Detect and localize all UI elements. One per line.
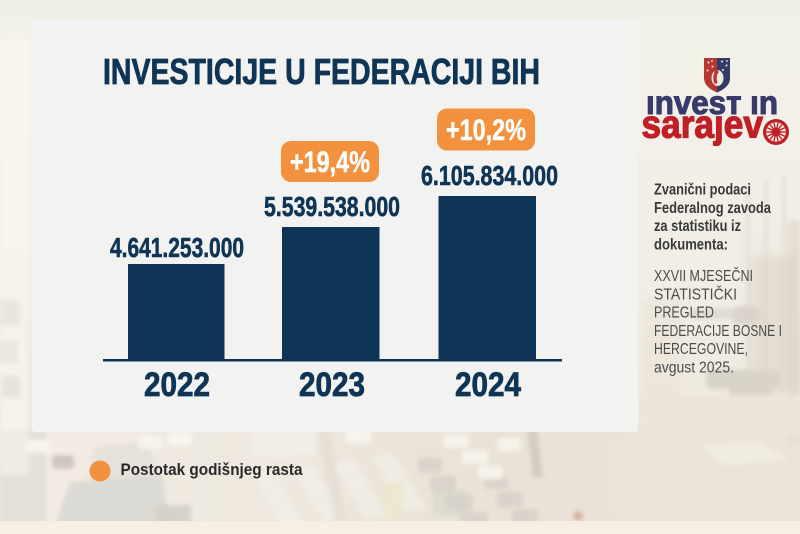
svg-text:INVESTICIJE U FEDERACIJI BIH: INVESTICIJE U FEDERACIJI BIH <box>103 51 540 92</box>
svg-text:XXVII MJESEČNI: XXVII MJESEČNI <box>654 268 753 285</box>
svg-text:avgust 2025.: avgust 2025. <box>654 360 734 377</box>
svg-text:Federalnog zavoda: Federalnog zavoda <box>654 200 771 217</box>
svg-text:ınvesт ın: ınvesт ın <box>646 84 778 122</box>
svg-text:2023: 2023 <box>299 366 365 404</box>
svg-text:saraȷev: saraȷev <box>642 104 764 147</box>
svg-text:2022: 2022 <box>144 366 210 404</box>
svg-text:2024: 2024 <box>455 366 521 404</box>
svg-text:5.539.538.000: 5.539.538.000 <box>264 191 400 222</box>
svg-text:dokumenta:: dokumenta: <box>654 236 728 253</box>
svg-text:Postotak godišnjeg rasta: Postotak godišnjeg rasta <box>121 461 304 479</box>
svg-text:+10,2%: +10,2% <box>446 114 526 147</box>
svg-text:STATISTIČKI: STATISTIČKI <box>654 286 737 303</box>
svg-text:4.641.253.000: 4.641.253.000 <box>110 232 244 263</box>
svg-text:6.105.834.000: 6.105.834.000 <box>421 160 558 191</box>
svg-text:+19,4%: +19,4% <box>290 146 370 179</box>
svg-text:PREGLED: PREGLED <box>654 305 714 322</box>
svg-text:HERCEGOVINE,: HERCEGOVINE, <box>654 341 748 358</box>
svg-text:za statistiku iz: za statistiku iz <box>654 218 741 235</box>
svg-text:FEDERACIJE BOSNE I: FEDERACIJE BOSNE I <box>654 323 782 340</box>
svg-text:Zvanični podaci: Zvanični podaci <box>654 182 751 199</box>
